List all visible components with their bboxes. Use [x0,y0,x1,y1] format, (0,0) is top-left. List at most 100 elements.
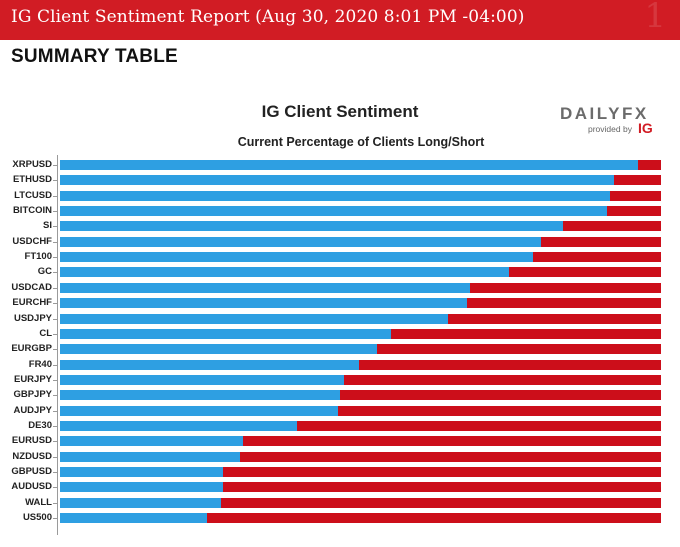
row-tick [53,472,57,473]
bar-long-audjpy [60,405,339,416]
row-label-cl: CL [39,327,52,339]
bar-short-fr40 [358,359,661,370]
row-label-eurchf: EURCHF [12,297,52,309]
row-label-nzdusd: NZDUSD [12,450,52,462]
row-tick [53,180,57,182]
bar-short-eurchf [467,298,661,309]
row-tick [53,456,57,458]
row-tick [53,226,57,228]
row-label-ft100: FT100 [24,251,52,263]
bar-short-audusd [223,482,661,493]
bar-long-usdchf [60,236,541,247]
row-label-ltcusd: LTCUSD [14,189,52,201]
bar-short-bitcoin [606,206,661,217]
chart-title: IG Client Sentiment [261,102,419,121]
row-tick [53,502,57,504]
bar-short-us500 [206,513,661,524]
bar-short-wall [221,497,661,508]
bar-short-gbpjpy [340,390,661,401]
bar-short-si [563,221,661,232]
row-tick [53,395,57,397]
row-label-ethusd: ETHUSD [12,174,52,186]
bar-long-usdcad [60,282,470,293]
bar-short-eurusd [242,436,661,447]
bar-short-eurgbp [377,344,661,355]
header-watermark: 1 [644,0,666,36]
chart-axis [57,155,58,535]
row-tick [53,425,57,427]
dailyfx-daily: DAILY [560,104,622,123]
row-label-si: SI [43,220,52,232]
row-label-eurgbp: EURGBP [11,343,52,355]
bar-long-gbpusd [60,467,224,477]
row-tick [53,487,57,489]
row-tick [53,364,57,366]
row-label-usdcad: USDCAD [11,281,52,293]
row-tick [53,195,57,197]
bar-short-gbpusd [223,467,661,477]
row-tick [53,333,57,335]
row-label-audusd: AUDUSD [11,481,52,493]
chart-subtitle: Current Percentage of Clients Long/Short [237,135,485,149]
bar-short-ft100 [532,252,661,263]
row-label-audjpy: AUDJPY [13,404,52,416]
row-tick [53,410,57,412]
bar-short-eurjpy [343,374,661,385]
row-tick [53,518,57,520]
row-tick [53,441,57,443]
report-title: IG Client Sentiment Report (Aug 30, 2020… [11,7,525,27]
row-label-us500: US500 [22,512,52,524]
bar-long-xrpusd [60,160,639,170]
row-tick [53,165,57,166]
row-label-gbpjpy: GBPJPY [13,389,52,401]
row-label-eurusd: EURUSD [11,435,52,447]
bar-short-xrpusd [638,160,661,170]
row-tick [53,379,57,381]
row-label-wall: WALL [25,496,52,508]
row-label-xrpusd: XRPUSD [12,159,52,170]
bar-long-fr40 [60,359,359,370]
bar-long-gc [60,267,509,278]
bar-long-gbpjpy [60,390,341,401]
row-label-gbpusd: GBPUSD [11,466,52,477]
bar-long-si [60,221,564,232]
bar-long-ft100 [60,252,533,263]
bar-long-wall [60,497,222,508]
row-tick [53,318,57,320]
bar-long-nzdusd [60,451,241,462]
bar-long-eurjpy [60,374,344,385]
bar-long-cl [60,328,391,339]
row-label-usdchf: USDCHF [12,235,52,247]
bar-long-audusd [60,482,224,493]
bar-short-usdchf [540,236,661,247]
bar-long-ethusd [60,175,614,186]
bar-long-eurusd [60,436,243,447]
row-label-gc: GC [37,266,52,278]
bar-short-ethusd [613,175,661,186]
row-tick [53,349,57,351]
bar-short-audjpy [338,405,661,416]
row-tick [53,241,57,243]
bar-long-bitcoin [60,206,607,217]
row-label-eurjpy: EURJPY [13,373,52,385]
row-label-fr40: FR40 [28,358,52,370]
row-tick [53,303,57,305]
bar-long-eurgbp [60,344,378,355]
bar-long-us500 [60,513,207,524]
bar-long-usdjpy [60,313,449,324]
bar-short-ltcusd [609,190,661,201]
bar-short-nzdusd [240,451,661,462]
dailyfx-wordmark: DAILYFX [560,104,660,124]
bar-short-usdcad [469,282,661,293]
summary-title: SUMMARY TABLE [11,46,178,67]
dailyfx-logo: DAILYFX provided by IG [560,104,660,136]
row-tick [53,287,57,289]
bar-short-gc [508,267,661,278]
row-tick [53,211,57,213]
row-tick [53,257,57,259]
bar-short-cl [390,328,661,339]
ig-logo: IG [638,120,653,136]
bar-short-de30 [296,420,661,431]
report-header: IG Client Sentiment Report (Aug 30, 2020… [0,0,680,40]
row-label-bitcoin: BITCOIN [12,205,52,217]
